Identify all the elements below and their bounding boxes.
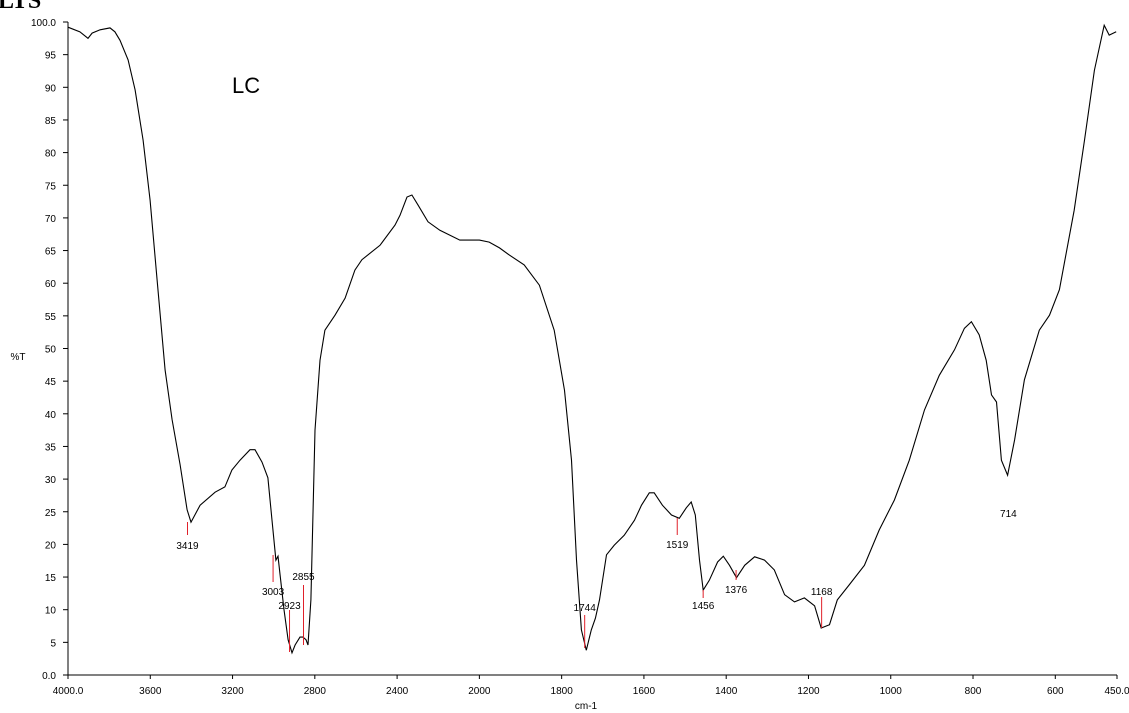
- y-tick-label: 100.0: [31, 18, 56, 29]
- peak-label: 714: [1000, 509, 1017, 520]
- chart-title: LTS: [0, 0, 41, 14]
- y-tick-label: 50: [45, 345, 57, 356]
- peak-label: 2923: [278, 601, 301, 612]
- peak-label: 1744: [574, 603, 597, 614]
- y-tick-label: 0.0: [42, 671, 56, 682]
- y-tick-label: 40: [45, 410, 57, 421]
- spectrum-line: [67, 23, 1117, 655]
- y-axis-label: %T: [11, 352, 26, 363]
- y-tick-label: 95: [45, 51, 57, 62]
- y-tick-label: 90: [45, 83, 57, 94]
- y-tick-label: 60: [45, 279, 57, 290]
- x-tick-label: 2000: [468, 686, 491, 697]
- peak-label: 2855: [292, 572, 315, 583]
- peak-label: 1376: [725, 585, 748, 596]
- y-tick-label: 80: [45, 149, 57, 160]
- peak-label: 1519: [666, 540, 689, 551]
- x-tick-label: 450.0: [1104, 686, 1129, 697]
- y-tick-label: 85: [45, 116, 57, 127]
- x-tick-label: 1800: [551, 686, 574, 697]
- x-tick-label: 4000.0: [53, 686, 84, 697]
- peak-label: 1456: [692, 601, 715, 612]
- x-tick-label: 2400: [386, 686, 409, 697]
- x-tick-label: 1400: [715, 686, 738, 697]
- y-tick-label: 30: [45, 475, 57, 486]
- y-tick-label: 45: [45, 377, 57, 388]
- y-tick-label: 5: [50, 638, 56, 649]
- y-tick-label: 10: [45, 606, 57, 617]
- y-tick-label: 15: [45, 573, 57, 584]
- y-tick-label: 25: [45, 508, 57, 519]
- x-tick-label: 800: [965, 686, 982, 697]
- peak-label: 1168: [811, 587, 833, 598]
- y-tick-label: 55: [45, 312, 57, 323]
- annotation: LC: [232, 73, 260, 98]
- x-tick-label: 1600: [633, 686, 656, 697]
- x-tick-label: 1200: [797, 686, 820, 697]
- x-tick-label: 3200: [221, 686, 244, 697]
- x-tick-label: 2800: [304, 686, 327, 697]
- x-tick-label: 1000: [880, 686, 903, 697]
- y-tick-label: 20: [45, 540, 57, 551]
- x-tick-label: 3600: [139, 686, 162, 697]
- peak-label: 3003: [262, 587, 285, 598]
- y-tick-label: 70: [45, 214, 57, 225]
- x-tick-label: 600: [1047, 686, 1064, 697]
- y-tick-label: 65: [45, 247, 57, 258]
- x-axis-label: cm-1: [575, 701, 598, 712]
- peak-label: 3419: [176, 541, 199, 552]
- y-tick-label: 35: [45, 442, 57, 453]
- y-tick-label: 75: [45, 181, 57, 192]
